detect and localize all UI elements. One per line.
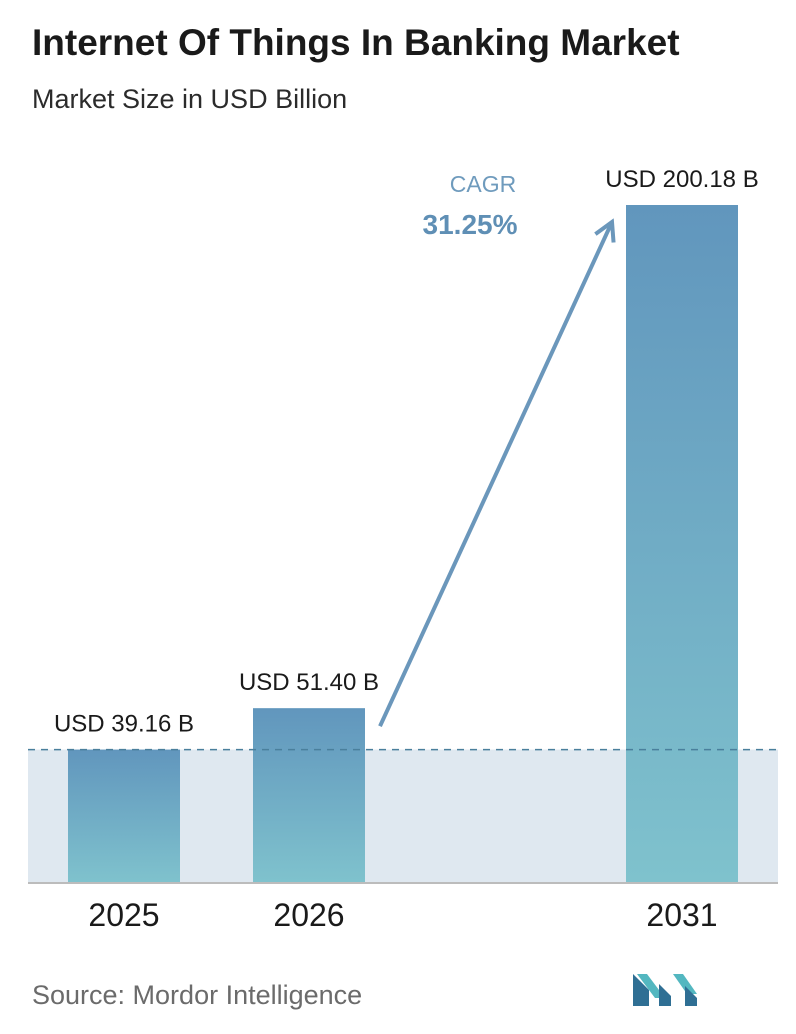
cagr-label: CAGR: [450, 171, 516, 197]
x-tick-label-2031: 2031: [646, 897, 717, 933]
bar-2025: [68, 749, 180, 882]
value-label-2025: USD 39.16 B: [54, 711, 194, 738]
bar-2031: [626, 205, 738, 882]
mordor-logo-icon: [633, 974, 697, 1006]
cagr-arrow: [378, 222, 612, 728]
value-label-2031: USD 200.18 B: [605, 166, 758, 193]
chart-title: Internet Of Things In Banking Market: [32, 22, 680, 63]
chart-subtitle: Market Size in USD Billion: [32, 84, 348, 114]
bar-2026: [253, 708, 365, 882]
x-tick-label-2025: 2025: [88, 897, 159, 933]
cagr-value: 31.25%: [423, 209, 518, 240]
x-tick-label-2026: 2026: [273, 897, 344, 933]
source-note: Source: Mordor Intelligence: [32, 980, 363, 1010]
value-label-2026: USD 51.40 B: [239, 669, 379, 696]
